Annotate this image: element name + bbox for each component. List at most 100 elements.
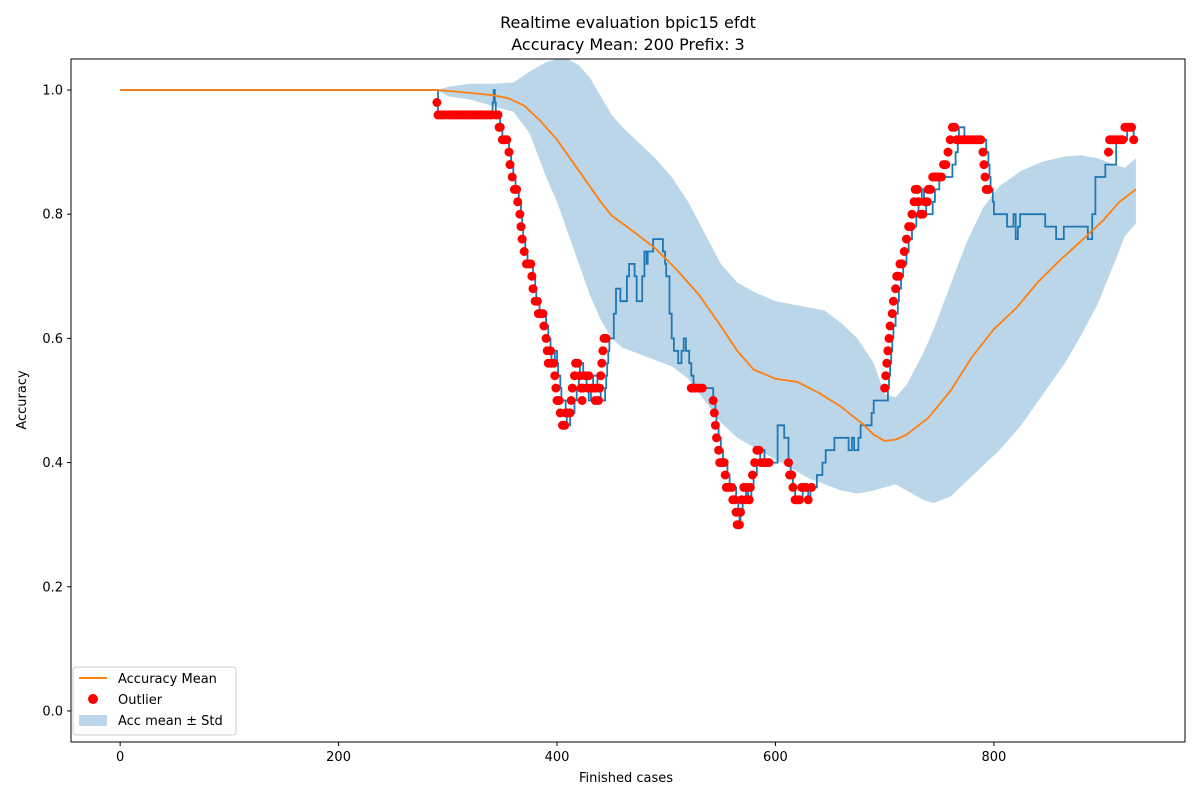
outlier-point [577, 396, 587, 405]
outlier-point [601, 333, 611, 343]
outlier-point [787, 470, 797, 480]
outlier-point [595, 383, 605, 393]
legend-outlier-swatch [88, 694, 98, 704]
y-tick-label: 1.0 [42, 84, 63, 99]
outlier-point [885, 321, 895, 331]
outlier-point [519, 247, 529, 256]
outlier-point [532, 296, 542, 306]
outlier-point [943, 147, 953, 157]
outlier-point [549, 358, 559, 368]
outlier-point [754, 445, 764, 455]
outlier-point [880, 383, 890, 393]
x-tick-label: 200 [326, 750, 351, 765]
x-tick-label: 600 [763, 750, 788, 765]
chart-subtitle: Accuracy Mean: 200 Prefix: 3 [511, 35, 744, 54]
x-tick-label: 400 [545, 750, 570, 765]
outlier-point [504, 147, 514, 157]
outlier-point [493, 110, 503, 120]
outlier-point [926, 184, 935, 194]
outlier-point [980, 172, 990, 182]
outlier-point [527, 271, 537, 281]
outlier-point [710, 420, 720, 430]
outlier-point [566, 396, 576, 405]
outlier-point [899, 247, 909, 256]
outlier-point [432, 98, 442, 107]
legend: Accuracy Mean Outlier Acc mean ± Std [72, 666, 237, 736]
outlier-point [907, 209, 917, 219]
outlier-point [597, 358, 607, 368]
outlier-point [888, 296, 898, 306]
outlier-point [978, 147, 988, 157]
outlier-point [902, 234, 911, 244]
mean-line [120, 89, 1137, 442]
plot-area [120, 59, 1139, 530]
outlier-point [573, 358, 583, 368]
x-axis-label: Finished cases [579, 771, 673, 786]
outlier-point [515, 209, 525, 219]
outlier-point [1129, 135, 1139, 145]
outlier-point [883, 346, 893, 356]
y-axis-label: Accuracy [15, 370, 30, 430]
outlier-point [795, 495, 804, 505]
outlier-point [807, 482, 816, 492]
outlier-point [727, 482, 737, 492]
outlier-point [1118, 135, 1128, 145]
outlier-point [495, 122, 505, 132]
std-band [436, 59, 1136, 503]
outlier-point [712, 433, 721, 443]
outlier-point [1127, 122, 1136, 132]
outlier-point [976, 135, 986, 145]
outlier-point [517, 234, 527, 244]
legend-box [72, 666, 237, 736]
outlier-point [918, 209, 928, 219]
outlier-point [550, 371, 560, 381]
outlier-point [551, 383, 561, 393]
legend-outlier-label: Outlier [118, 693, 163, 708]
y-tick-label: 0.0 [42, 704, 63, 719]
y-tick-label: 0.4 [42, 456, 63, 471]
outlier-point [882, 358, 892, 368]
outlier-point [764, 458, 774, 468]
outlier-point [891, 284, 901, 294]
outlier-point [884, 333, 894, 343]
outlier-point [734, 520, 744, 530]
chart-title: Realtime evaluation bpic15 efdt [500, 13, 756, 32]
outlier-point [803, 495, 813, 505]
legend-mean-label: Accuracy Mean [118, 672, 217, 687]
outlier-point [516, 222, 526, 232]
outlier-point [513, 197, 523, 207]
outlier-point [584, 371, 594, 381]
outlier-point [502, 135, 512, 145]
outlier-point [546, 346, 555, 356]
legend-std-label: Acc mean ± Std [118, 714, 223, 729]
outlier-point [528, 284, 538, 294]
outlier-point [914, 197, 923, 207]
legend-std-swatch [79, 715, 107, 726]
outlier-point [565, 408, 575, 418]
outlier-point [598, 346, 608, 356]
outlier-point [945, 135, 955, 145]
x-tick-label: 800 [981, 750, 1006, 765]
outlier-point [714, 445, 724, 455]
outlier-point [708, 396, 718, 405]
outlier-point [788, 482, 798, 492]
y-axis: 0.0 0.2 0.4 0.6 0.8 1.0 [42, 84, 71, 719]
outlier-point [745, 482, 755, 492]
outlier-point [983, 184, 993, 194]
outlier-point [719, 458, 729, 468]
outlier-point [736, 507, 745, 517]
outlier-point [950, 122, 960, 132]
outlier-point [526, 259, 536, 269]
outlier-point [539, 321, 549, 331]
outlier-point [897, 259, 907, 269]
outlier-point [748, 470, 757, 480]
outlier-point [505, 160, 515, 170]
outlier-point [894, 271, 904, 281]
outlier-point [750, 458, 760, 468]
x-tick-label: 0 [116, 750, 124, 765]
outlier-point [512, 184, 522, 194]
outlier-point [979, 160, 989, 170]
outlier-point [936, 172, 946, 182]
